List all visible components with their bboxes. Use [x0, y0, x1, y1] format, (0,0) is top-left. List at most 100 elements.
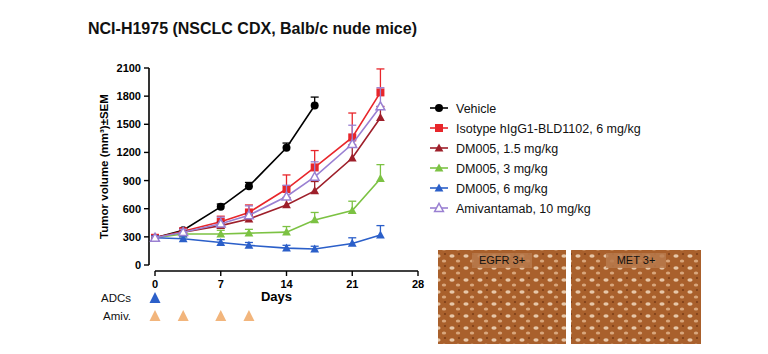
legend-item: Amivantamab, 10 mg/kg — [430, 202, 591, 216]
legend-label: DM005, 1.5 mg/kg — [456, 142, 558, 156]
legend-marker — [435, 104, 443, 112]
ihc-image — [571, 250, 701, 344]
x-axis-label: Days — [261, 289, 292, 304]
y-axis — [148, 68, 150, 265]
y-tick-label: 1200 — [117, 146, 141, 158]
point — [151, 234, 159, 242]
y-tick — [144, 67, 149, 68]
x-tick-label: 21 — [346, 278, 358, 290]
point — [310, 244, 319, 252]
point — [216, 229, 225, 237]
x-tick-label: 0 — [152, 278, 158, 290]
error-cap — [348, 112, 356, 113]
error-cap — [311, 150, 319, 151]
series — [151, 165, 385, 242]
legend-label: Vehicle — [456, 102, 496, 116]
dose-marker — [243, 310, 254, 321]
series — [151, 88, 385, 241]
point — [283, 144, 291, 152]
series — [151, 106, 385, 241]
legend-item: DM005, 1.5 mg/kg — [430, 142, 558, 156]
error-cap — [283, 174, 291, 175]
error-cap — [245, 205, 253, 206]
legend-item: DM005, 6 mg/kg — [430, 182, 548, 196]
point — [282, 192, 291, 200]
ihc-label-bg — [472, 253, 532, 268]
point — [310, 215, 319, 223]
legend-marker — [435, 183, 444, 191]
point — [245, 229, 254, 237]
dose-marker — [178, 310, 189, 321]
y-axis-label: Tumor volume (mm³)±SEM — [98, 94, 110, 239]
legend-label: DM005, 6 mg/kg — [456, 182, 548, 196]
x-tick — [286, 271, 287, 276]
legend-item: Isotype hIgG1-BLD1102, 6 mg/kg — [430, 122, 641, 136]
y-tick-label: 1500 — [117, 118, 141, 130]
error-cap — [311, 161, 319, 162]
x-tick-label: 28 — [412, 278, 424, 290]
point — [376, 174, 385, 182]
point — [245, 182, 253, 190]
point — [376, 102, 385, 110]
point — [216, 238, 225, 246]
point — [217, 203, 225, 211]
error-cap — [348, 201, 356, 202]
error-cap — [311, 181, 319, 182]
dosing-label: ADCs — [101, 292, 131, 304]
legend-label: Isotype hIgG1-BLD1102, 6 mg/kg — [456, 122, 641, 136]
x-tick — [352, 271, 353, 276]
point — [282, 244, 291, 252]
legend-label: DM005, 3 mg/kg — [456, 162, 548, 176]
error-cap — [283, 185, 291, 186]
point — [282, 228, 291, 236]
error-cap — [311, 96, 319, 97]
legend-marker — [435, 163, 444, 171]
point — [348, 139, 357, 147]
y-tick-label: 2100 — [117, 62, 141, 74]
error-cap — [217, 216, 225, 217]
point — [245, 211, 254, 219]
y-tick — [144, 152, 149, 153]
point — [348, 239, 357, 247]
x-tick — [417, 271, 418, 276]
title: NCI-H1975 (NSCLC CDX, Balb/c nude mice) — [88, 20, 417, 37]
series — [151, 226, 385, 253]
y-tick — [144, 124, 149, 125]
x-tick — [220, 271, 221, 276]
error-cap — [376, 225, 384, 226]
error-cap — [376, 164, 384, 165]
point — [151, 233, 160, 241]
series-line — [155, 118, 380, 238]
y-tick — [144, 208, 149, 209]
point — [348, 206, 357, 214]
point — [310, 172, 319, 180]
error-cap — [283, 226, 291, 227]
point — [245, 241, 254, 249]
point — [376, 230, 385, 238]
point — [151, 233, 160, 241]
point — [179, 227, 187, 235]
ihc-label-bg — [606, 253, 666, 268]
y-tick-label: 300 — [123, 231, 141, 243]
x-tick-label: 7 — [218, 278, 224, 290]
chart: NCI-H1975 (NSCLC CDX, Balb/c nude mice) 0… — [0, 0, 768, 354]
legend-item: DM005, 3 mg/kg — [430, 162, 548, 176]
error-cap — [376, 68, 384, 69]
annotation: EGFR 3+ — [479, 254, 525, 266]
series-line — [155, 179, 380, 238]
point — [151, 233, 160, 241]
error-cap — [348, 125, 356, 126]
y-tick-label: 600 — [123, 203, 141, 215]
point — [348, 153, 357, 161]
y-tick — [144, 95, 149, 96]
plot-area — [151, 69, 385, 253]
legend-item: Vehicle — [430, 102, 496, 116]
y-tick — [144, 264, 149, 265]
legend-label: Amivantamab, 10 mg/kg — [456, 202, 591, 216]
dose-marker — [150, 292, 161, 303]
series-line — [155, 92, 380, 237]
point — [151, 233, 160, 241]
error-cap — [283, 142, 291, 143]
error-cap — [348, 237, 356, 238]
series — [151, 69, 384, 242]
